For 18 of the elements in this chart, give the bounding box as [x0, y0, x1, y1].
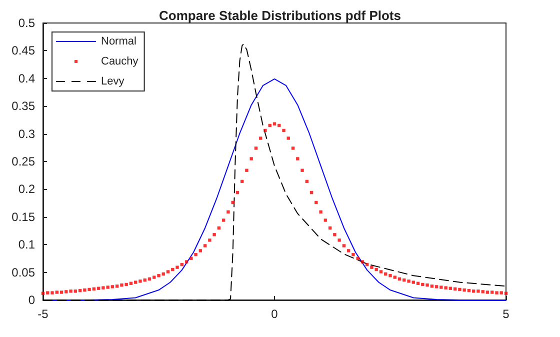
x-tick-label: 0: [271, 307, 278, 321]
y-tick-label: 0.5: [18, 16, 36, 30]
y-tick-label: 0: [28, 293, 36, 307]
y-tick-label: 0.2: [18, 182, 36, 196]
y-tick-label: 0.4: [18, 71, 36, 86]
y-tick-label: 0.1: [18, 238, 36, 252]
y-tick-label: 0.35: [12, 99, 36, 114]
y-tick-label: 0.15: [12, 210, 36, 224]
y-tick-label: 0.45: [12, 44, 36, 58]
x-tick-label: -5: [38, 307, 49, 321]
y-tick-label: 0.25: [12, 154, 36, 168]
x-tick-label: 5: [502, 307, 510, 321]
y-tick-label: 0.05: [12, 265, 36, 280]
legend-label: Normal: [101, 36, 136, 48]
legend-label: Levy: [101, 76, 125, 88]
y-tick-label: 0.3: [18, 126, 36, 141]
chart-title: Compare Stable Distributions pdf Plots: [159, 8, 401, 23]
legend-label: Cauchy: [101, 56, 139, 68]
